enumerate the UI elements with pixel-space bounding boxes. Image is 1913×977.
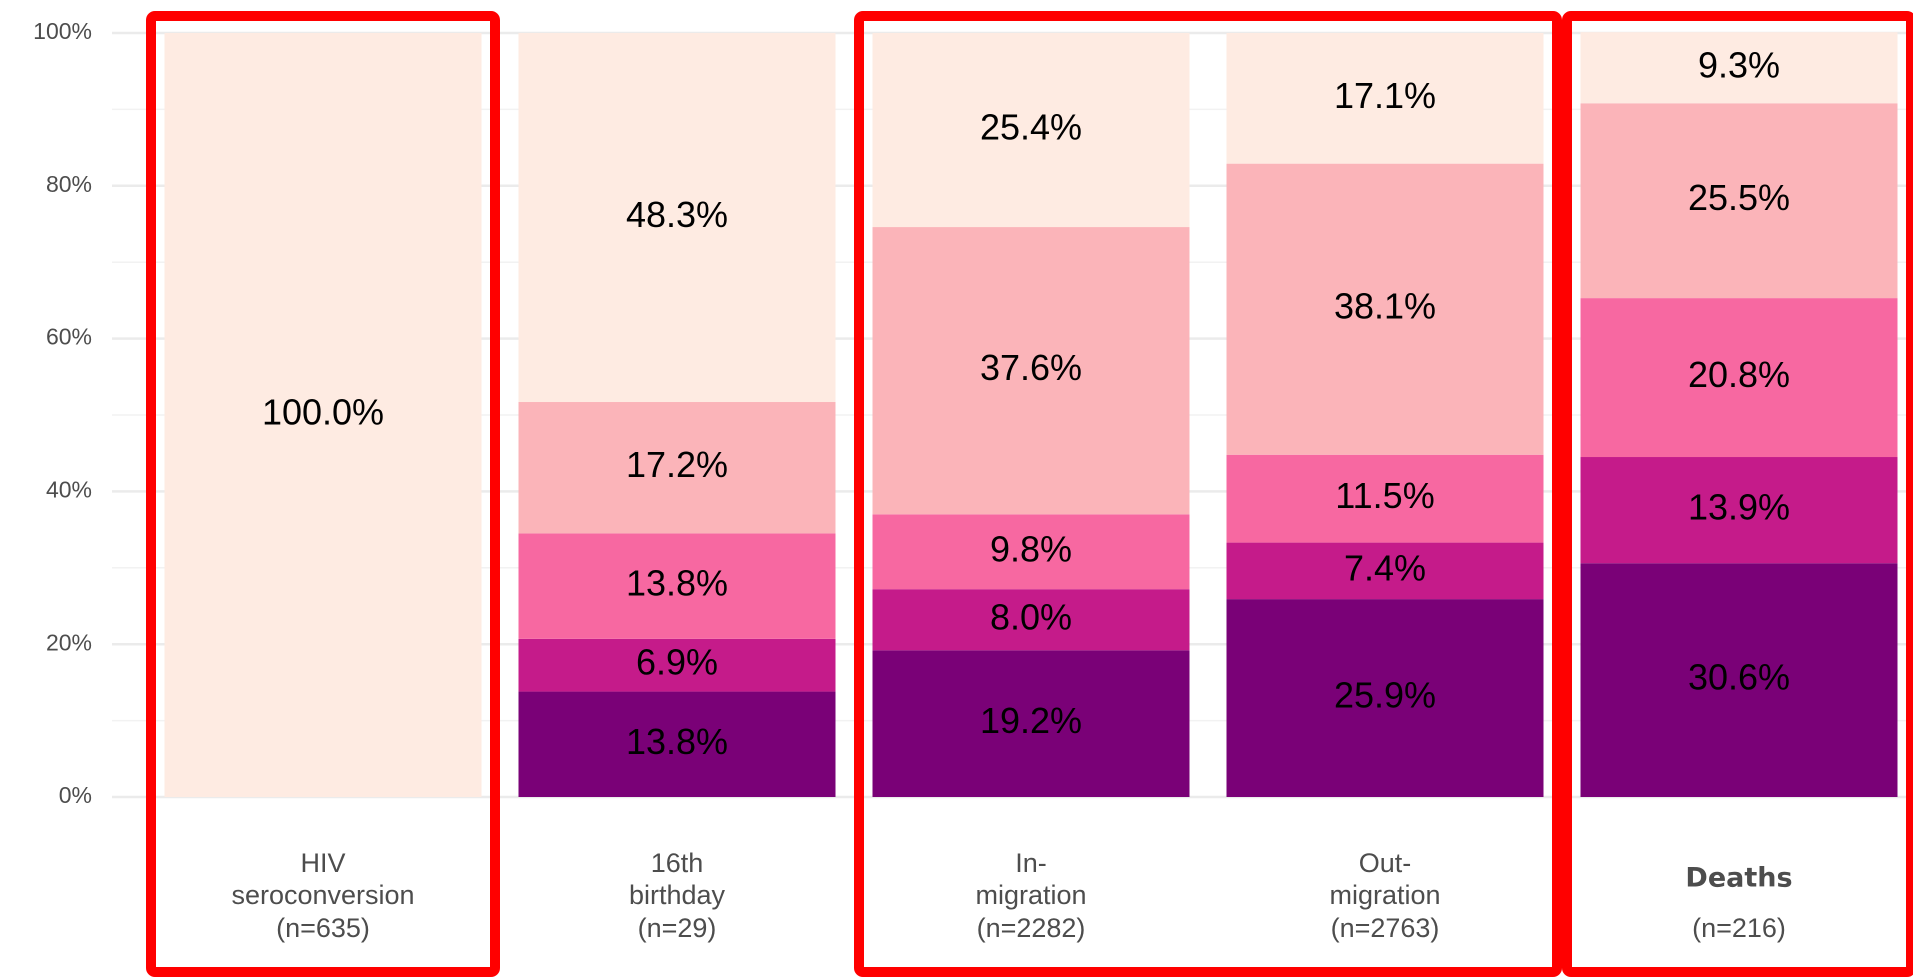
data-label: 25.4% <box>980 107 1082 148</box>
data-label: 13.8% <box>626 721 728 762</box>
bar-segment <box>1580 563 1898 797</box>
bar-segment <box>1226 599 1544 797</box>
data-label: 13.8% <box>626 563 728 604</box>
y-tick-label: 0% <box>59 782 92 808</box>
highlight-box <box>854 11 1562 977</box>
highlight-box <box>146 11 500 977</box>
x-tick-label: (n=216) <box>1692 913 1786 943</box>
data-label: 19.2% <box>980 700 1082 741</box>
bar-segment <box>872 227 1190 515</box>
data-label: 30.6% <box>1688 657 1790 698</box>
bar-segment <box>1580 103 1898 299</box>
bar-segment <box>1226 454 1544 543</box>
data-label: 11.5% <box>1335 475 1434 516</box>
data-label: 100.0% <box>262 392 384 433</box>
x-tick-label: (n=635) <box>276 913 370 943</box>
bar-segment <box>872 650 1190 797</box>
bar-segment <box>872 589 1190 651</box>
data-label: 8.0% <box>990 596 1072 637</box>
x-tick-label: In- <box>1015 848 1047 878</box>
x-tick-label: HIV <box>300 848 345 878</box>
x-tick-label: (n=2282) <box>977 913 1086 943</box>
bar-segment <box>518 638 836 692</box>
x-tick-label: migration <box>975 880 1086 910</box>
data-label: 6.9% <box>636 642 718 683</box>
y-tick-label: 40% <box>46 476 92 502</box>
data-label: 48.3% <box>626 194 728 235</box>
x-tick-label: Deaths <box>1685 863 1792 894</box>
bar-segment <box>518 533 836 639</box>
data-label: 37.6% <box>980 347 1082 388</box>
x-tick-label: 16th <box>651 848 704 878</box>
bar-segment <box>518 402 836 534</box>
bar-segment <box>518 691 836 797</box>
bar-segment <box>1226 33 1544 164</box>
data-label: 17.1% <box>1334 75 1436 116</box>
bar-segment <box>164 33 482 797</box>
x-tick-label: (n=29) <box>638 913 717 943</box>
data-label: 9.3% <box>1698 44 1780 85</box>
data-label: 9.8% <box>990 528 1072 569</box>
bar-segment <box>518 33 836 403</box>
data-label: 25.9% <box>1334 675 1436 716</box>
x-tick-label: seroconversion <box>231 880 414 910</box>
x-tick-label: migration <box>1329 880 1440 910</box>
data-label: 20.8% <box>1688 354 1790 395</box>
data-label: 38.1% <box>1334 286 1436 327</box>
data-label: 13.9% <box>1688 487 1790 528</box>
x-tick-label: (n=2763) <box>1331 913 1440 943</box>
x-tick-label: Out- <box>1359 848 1412 878</box>
data-label: 7.4% <box>1344 547 1426 588</box>
bar-segment <box>1226 542 1544 600</box>
y-tick-label: 100% <box>33 18 92 44</box>
bar-segment <box>1226 163 1544 455</box>
data-label: 17.2% <box>626 444 728 485</box>
x-tick-label: birthday <box>629 880 726 910</box>
bar-segment <box>1580 457 1898 564</box>
y-tick-label: 20% <box>46 629 92 655</box>
bar-segment <box>1580 298 1898 458</box>
y-tick-label: 80% <box>46 171 92 197</box>
y-tick-label: 60% <box>46 324 92 350</box>
bar-segment <box>872 33 1190 228</box>
highlight-box <box>1562 11 1913 977</box>
bar-segment <box>872 514 1190 590</box>
bar-segment <box>1580 32 1898 104</box>
data-label: 25.5% <box>1688 177 1790 218</box>
